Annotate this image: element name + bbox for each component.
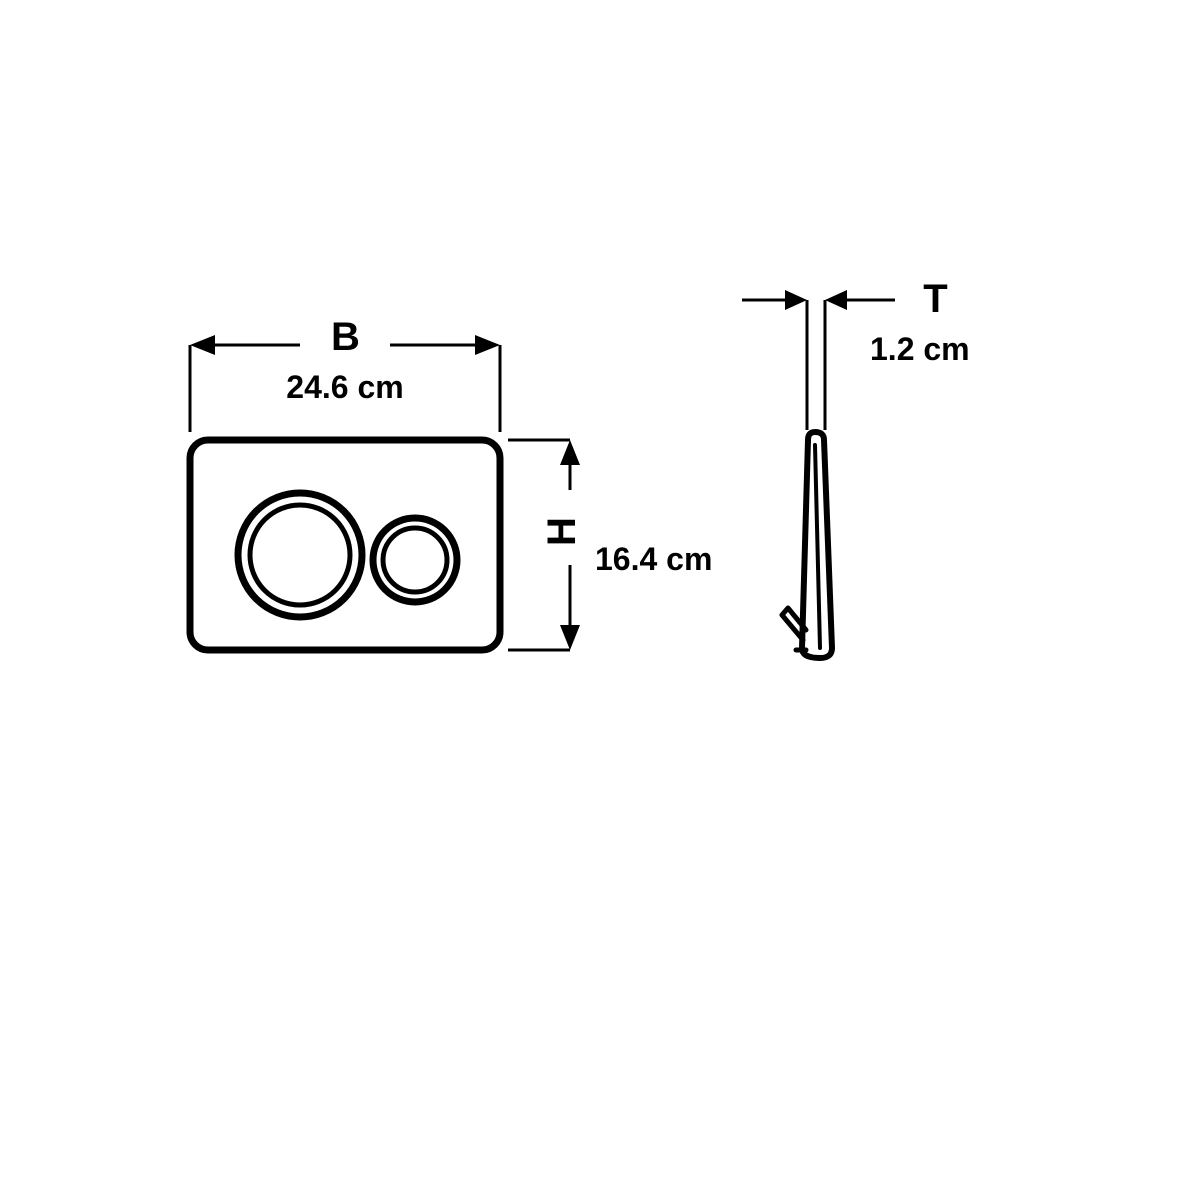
side-profile-seam (815, 445, 820, 648)
arrowhead-down-icon (560, 625, 580, 650)
dim-b-label: B (331, 315, 359, 359)
arrowhead-left-icon (190, 335, 215, 355)
front-view (190, 440, 500, 650)
arrowhead-t-left-icon (785, 290, 807, 310)
dimension-b: B 24.6 cm (190, 315, 500, 432)
arrowhead-t-right-icon (825, 290, 847, 310)
small-button-outer (373, 518, 457, 602)
large-button-outer (238, 493, 362, 617)
dim-b-value: 24.6 cm (286, 369, 403, 405)
large-button-inner (250, 505, 350, 605)
dimension-t: T 1.2 cm (742, 277, 970, 430)
dimension-h: H 16.4 cm (508, 440, 712, 650)
dim-h-label: H (540, 518, 584, 546)
dim-t-label: T (923, 277, 947, 321)
small-button-inner (383, 528, 447, 592)
arrowhead-right-icon (475, 335, 500, 355)
dim-t-value: 1.2 cm (870, 331, 970, 367)
side-view (782, 432, 832, 658)
dim-h-value: 16.4 cm (595, 541, 712, 577)
arrowhead-up-icon (560, 440, 580, 465)
